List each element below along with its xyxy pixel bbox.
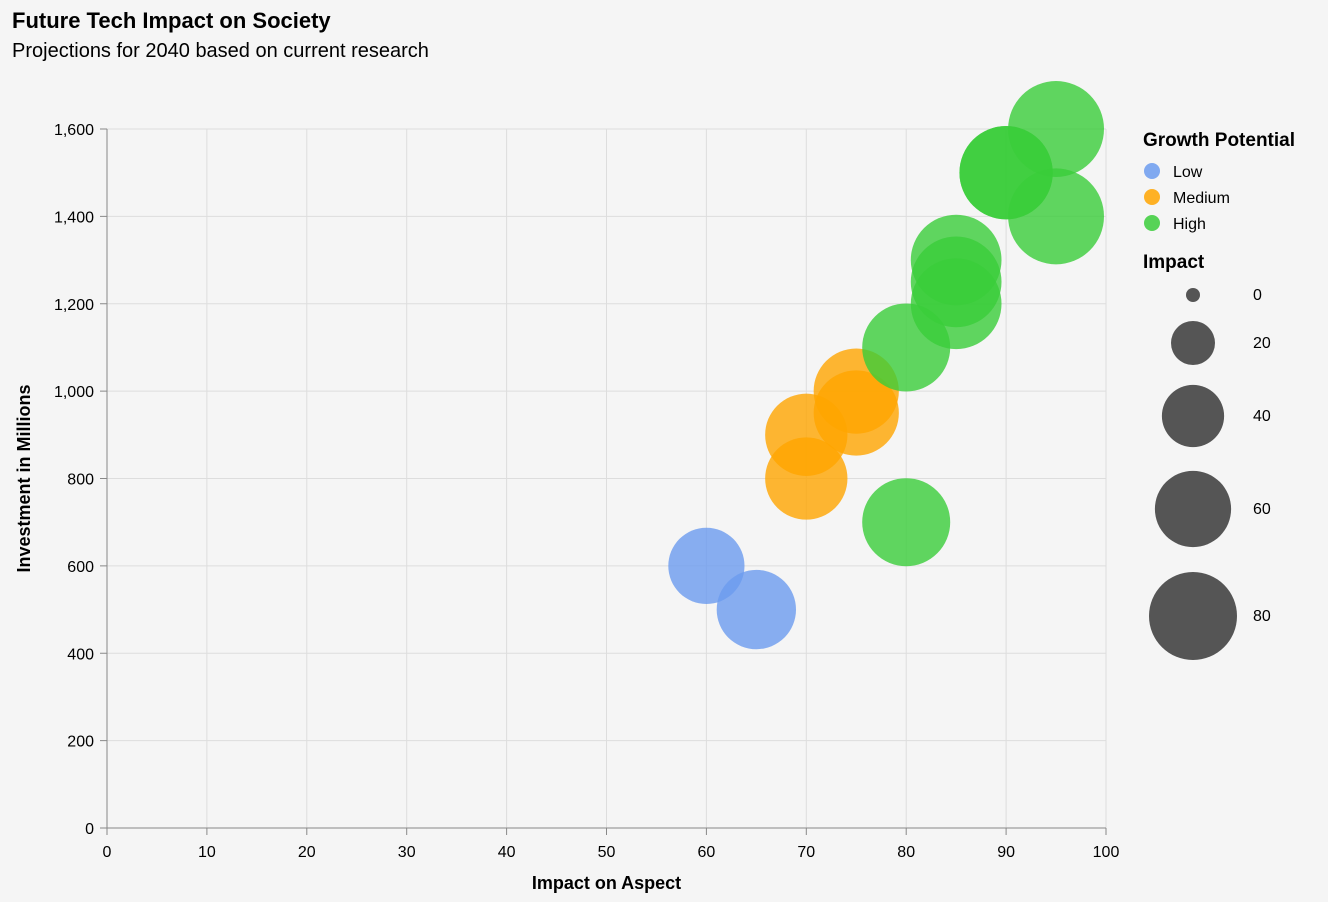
y-tick-label: 1,000 xyxy=(54,384,94,401)
legend: Growth Potential Impact Low Medium High 0 20… xyxy=(1143,130,1295,660)
size-legend-title: Impact xyxy=(1143,252,1205,273)
legend-label-medium: Medium xyxy=(1173,190,1230,207)
x-tick-label: 10 xyxy=(198,844,216,861)
bubble-medium xyxy=(813,370,899,456)
bubble-low xyxy=(716,569,797,650)
legend-label-high: High xyxy=(1173,216,1206,233)
size-legend-label: 80 xyxy=(1253,608,1271,625)
legend-swatch-high xyxy=(1144,215,1160,231)
legend-swatch-medium xyxy=(1144,189,1160,205)
bubble-high xyxy=(1008,81,1104,177)
y-tick-label: 200 xyxy=(67,734,94,751)
y-axis-title: Investment in Millions xyxy=(14,384,34,572)
y-tick-label: 600 xyxy=(67,559,94,576)
y-tick-label: 1,600 xyxy=(54,122,94,139)
size-legend-label: 40 xyxy=(1253,408,1271,425)
data-points xyxy=(668,81,1104,650)
y-tick-label: 400 xyxy=(67,646,94,663)
x-tick-label: 90 xyxy=(997,844,1015,861)
size-legend-swatch xyxy=(1171,321,1215,365)
size-legend-label: 20 xyxy=(1253,335,1271,352)
x-axis-title: Impact on Aspect xyxy=(532,873,681,893)
y-tick-label: 0 xyxy=(85,821,94,838)
x-tick-label: 100 xyxy=(1093,844,1120,861)
bubble-high xyxy=(1008,168,1104,265)
x-tick-label: 80 xyxy=(897,844,915,861)
chart-subtitle: Projections for 2040 based on current re… xyxy=(12,40,429,62)
y-tick-label: 800 xyxy=(67,472,94,489)
size-legend-swatch xyxy=(1186,288,1200,302)
x-tick-label: 50 xyxy=(598,844,616,861)
bubble-medium xyxy=(765,437,848,520)
size-legend-swatch xyxy=(1161,384,1225,448)
x-tick-label: 70 xyxy=(797,844,815,861)
x-tick-label: 30 xyxy=(398,844,416,861)
x-tick-label: 60 xyxy=(698,844,716,861)
size-legend-label: 60 xyxy=(1253,501,1271,518)
y-tick-label: 1,200 xyxy=(54,297,94,314)
x-tick-label: 40 xyxy=(498,844,516,861)
size-legend-swatch xyxy=(1154,470,1232,548)
chart-title: Future Tech Impact on Society xyxy=(12,8,331,33)
color-legend-title: Growth Potential xyxy=(1143,130,1295,151)
legend-label-low: Low xyxy=(1173,164,1203,181)
bubble-high xyxy=(910,258,1002,350)
axes: 0 10 20 30 40 50 60 70 80 90 100 0 200 400 600 800 1,000… xyxy=(54,122,1119,861)
size-legend-swatch xyxy=(1149,572,1237,660)
bubble-high xyxy=(862,478,951,567)
x-tick-label: 20 xyxy=(298,844,316,861)
legend-swatch-low xyxy=(1144,163,1160,179)
y-tick-label: 1,400 xyxy=(54,209,94,226)
size-legend-label: 0 xyxy=(1253,287,1262,304)
x-tick-label: 0 xyxy=(103,844,112,861)
